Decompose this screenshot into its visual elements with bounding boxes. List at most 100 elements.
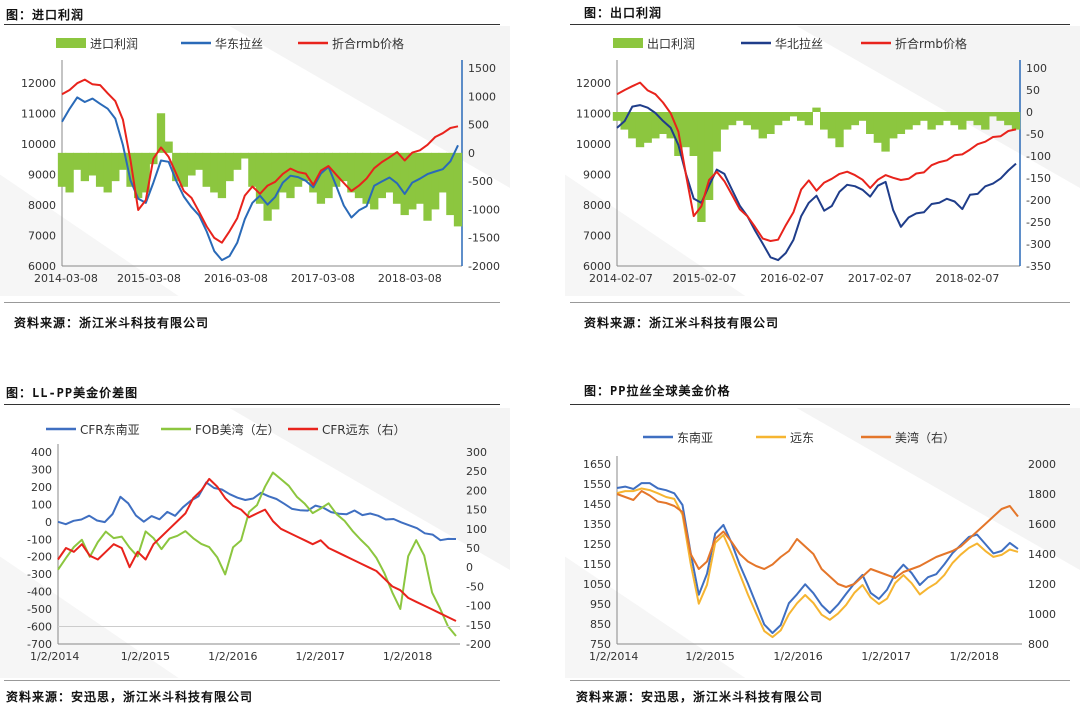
y-left-tick-label: 12000 [576,77,611,90]
x-tick-label: 2015-03-08 [117,272,181,285]
area-bar [912,112,921,126]
series-line [616,490,1019,588]
y-left-tick-label: -600 [27,621,52,634]
area-bar [766,112,775,134]
legend-label: 折合rmb价格 [895,36,967,51]
y-right-tick-label: -1000 [468,203,500,216]
area-bar [126,152,135,187]
background-shape [229,408,510,570]
y-right-tick-label: 100 [466,523,487,536]
area-bar [240,152,249,159]
y-right-tick-label: 1800 [1028,488,1056,501]
x-tick-label: 1/2/2015 [685,650,734,663]
area-bar [255,152,265,204]
y-right-tick-label: -350 [1026,260,1051,273]
y-right-tick-label: -200 [1026,194,1051,207]
series-line [61,78,459,244]
area-bar [225,152,234,182]
y-right-tick-label: -300 [1026,238,1051,251]
area-bar [332,152,341,187]
panel3-title-rule [4,404,500,405]
area-bar [996,112,1005,121]
x-tick-label: 2014-03-08 [34,272,98,285]
area-bar [438,152,447,193]
x-tick-label: 1/2/2017 [295,650,344,663]
series-line [61,96,459,262]
area-bar [370,152,379,210]
area-bar [95,152,105,187]
y-right-tick-label: 1000 [468,90,496,103]
y-right-tick-label: -2000 [468,260,500,273]
area-bar [689,112,698,156]
area-bar [217,152,227,199]
y-left-tick-label: 0 [45,516,52,529]
x-tick-label: 1/2/2017 [861,650,910,663]
panel1-title-rule [4,24,500,25]
area-bar [950,112,959,126]
series-1 [57,471,457,637]
x-tick-label: 1/2/2018 [383,650,432,663]
y-right-tick-label: 0 [466,561,473,574]
chart-background [0,408,510,678]
legend-swatch [56,38,86,48]
background-shape [796,26,1080,188]
y-left-tick-label: 10000 [576,138,611,151]
area-bar [309,152,318,193]
series-2 [57,477,457,622]
area-bar [789,112,798,117]
legend-label: FOB美湾（左） [195,422,280,437]
legend-item: CFR远东（右） [288,422,406,437]
area-bar [896,112,906,134]
y-right-tick-label: -150 [1026,172,1051,185]
area-bar [958,112,967,130]
area-bar [704,112,714,200]
y-right-tick-label: 0 [1026,106,1033,119]
y-left-tick-label: 7000 [28,230,56,243]
chart-background [565,26,1080,296]
area-bar [423,152,432,221]
y-right-tick-label: 50 [466,542,480,555]
y-left-tick-label: 11000 [21,108,56,121]
panel3-source: 资料来源：安迅思，浙江米斗科技有限公司 [6,690,254,704]
y-left-tick-label: 950 [590,598,611,611]
area-bar [658,112,668,134]
y-left-tick-label: 9000 [583,169,611,182]
area-bar [57,152,67,187]
legend-label: 进口利润 [90,37,138,51]
area-bar [194,152,204,170]
area-bar [118,152,128,170]
y-right-tick-label: -200 [466,638,491,651]
area-bar [400,152,409,216]
legend-item: FOB美湾（左） [161,422,280,437]
area-bar [651,112,660,139]
area-bar [210,152,219,193]
x-tick-label: 2016-03-08 [204,272,268,285]
area-bar [635,112,645,148]
area-bar [377,152,386,199]
series-line [616,482,1019,634]
area-bar [446,152,455,216]
panel4-title: 图：PP拉丝全球美金价格 [584,384,731,398]
area-bar [408,152,417,210]
y-left-tick-label: 7000 [583,230,611,243]
y-left-tick-label: 300 [31,463,52,476]
y-right-tick-label: 800 [1028,638,1049,651]
y-left-tick-label: -200 [27,551,52,564]
background-shape [0,556,179,678]
chart-import-profit: 12000 11000 10000 9000 8000 7000 6000 1500 1000 5… [0,26,510,296]
chart-ll-pp-spread: 4003002001000-100-200-300-400-500-600-70… [0,408,510,678]
y-right-tick-label: 500 [468,119,489,132]
area-bar [843,112,852,130]
y-left-tick-label: 850 [590,618,611,631]
area-bar [324,152,333,199]
y-left-tick-label: -100 [27,533,52,546]
area-bar [643,112,652,143]
y-right-tick-label: 250 [466,465,487,478]
panel1-title: 图：进口利润 [6,8,85,22]
legend-item: 远东 [756,431,814,445]
x-tick-label: 2017-02-07 [848,272,912,285]
series-line [616,81,1017,242]
y-left-tick-label: -500 [27,603,52,616]
area-bar [111,152,120,182]
area-bar [73,152,82,170]
